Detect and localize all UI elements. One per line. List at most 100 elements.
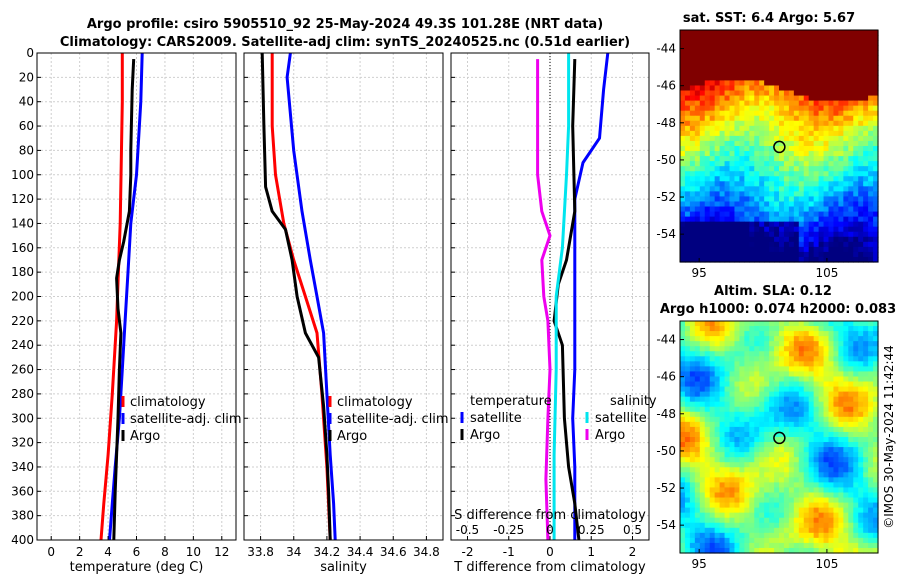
- heatmap-cell: [709, 376, 716, 383]
- heatmap-cell: [739, 331, 745, 337]
- heatmap-cell: [754, 477, 760, 483]
- heatmap-cell: [823, 482, 830, 489]
- heatmap-cell: [783, 166, 790, 172]
- heatmap-cell: [689, 95, 696, 102]
- heatmap-cell: [868, 507, 874, 514]
- heatmap-cell: [769, 502, 775, 509]
- heatmap-cell: [803, 90, 810, 97]
- heatmap-cell: [818, 146, 825, 152]
- heatmap-cell: [779, 462, 785, 468]
- heatmap-cell: [813, 80, 820, 87]
- heatmap-cell: [680, 512, 686, 519]
- heatmap-cell: [749, 366, 755, 373]
- heatmap-cell: [793, 166, 800, 172]
- heatmap-cell: [689, 431, 696, 438]
- heatmap-cell: [788, 75, 795, 82]
- heatmap-cell: [793, 497, 800, 504]
- heatmap-cell: [769, 231, 775, 238]
- heatmap-cell: [699, 386, 706, 393]
- heatmap-cell: [833, 186, 839, 192]
- heatmap-cell: [848, 221, 854, 228]
- heatmap-cell: [818, 331, 825, 337]
- heatmap-cell: [754, 371, 760, 378]
- heatmap-cell: [724, 532, 731, 539]
- heatmap-cell: [813, 85, 820, 92]
- heatmap-cell: [749, 100, 755, 107]
- heatmap-cell: [749, 462, 755, 468]
- heatmap-cell: [808, 206, 815, 213]
- heatmap-cell: [823, 381, 830, 388]
- heatmap-cell: [714, 125, 721, 132]
- heatmap-cell: [813, 216, 820, 223]
- heatmap-cell: [684, 522, 691, 529]
- series-line-satellite-adj-clim: [285, 52, 337, 541]
- heatmap-cell: [744, 507, 750, 514]
- heatmap-cell: [749, 115, 755, 122]
- heatmap-cell: [744, 246, 750, 253]
- heatmap-cell: [749, 487, 755, 494]
- y-tick-label: 280: [11, 387, 34, 401]
- heatmap-cell: [858, 457, 864, 463]
- heatmap-cell: [858, 50, 864, 56]
- heatmap-cell: [863, 396, 869, 403]
- heatmap-cell: [833, 130, 839, 137]
- heatmap-cell: [873, 231, 879, 238]
- heatmap-cell: [744, 120, 750, 127]
- heatmap-cell: [769, 45, 775, 51]
- heatmap-cell: [818, 256, 825, 263]
- heatmap-cell: [704, 386, 711, 393]
- heatmap-cell: [689, 226, 696, 233]
- heatmap-cell: [699, 211, 706, 218]
- heatmap-cell: [759, 65, 765, 71]
- heatmap-cell: [719, 65, 726, 71]
- heatmap-cell: [798, 156, 805, 162]
- heatmap-cell: [734, 431, 740, 438]
- heatmap-cell: [853, 522, 859, 529]
- heatmap-cell: [764, 130, 770, 137]
- heatmap-cell: [788, 115, 795, 122]
- heatmap-cell: [709, 421, 716, 428]
- heatmap-cell: [788, 472, 795, 478]
- heatmap-cell: [843, 125, 849, 132]
- heatmap-cell: [704, 477, 711, 483]
- heatmap-cell: [828, 120, 835, 127]
- heatmap-cell: [858, 226, 864, 233]
- y-tick-label: 200: [11, 290, 34, 304]
- heatmap-cell: [729, 40, 736, 46]
- heatmap-cell: [803, 336, 810, 342]
- heatmap-cell: [764, 65, 770, 71]
- heatmap-cell: [729, 406, 736, 413]
- heatmap-cell: [769, 201, 775, 208]
- heatmap-cell: [843, 30, 849, 36]
- heatmap-cell: [699, 522, 706, 529]
- heatmap-cell: [699, 497, 706, 504]
- heatmap-cell: [793, 477, 800, 483]
- heatmap-cell: [798, 346, 805, 352]
- heatmap-cell: [813, 522, 820, 529]
- heatmap-cell: [680, 176, 686, 182]
- heatmap-cell: [729, 386, 736, 393]
- heatmap-cell: [838, 45, 844, 51]
- heatmap-cell: [833, 236, 839, 243]
- heatmap-cell: [764, 191, 770, 198]
- heatmap-cell: [823, 416, 830, 423]
- heatmap-cell: [863, 60, 869, 66]
- heatmap-cell: [689, 221, 696, 228]
- heatmap-cell: [808, 537, 815, 544]
- heatmap-cell: [774, 507, 780, 514]
- y-tick-label: -50: [656, 444, 676, 458]
- heatmap-cell: [828, 211, 835, 218]
- heatmap-cell: [744, 487, 750, 494]
- heatmap-cell: [680, 477, 686, 483]
- heatmap-cell: [754, 45, 760, 51]
- heatmap-cell: [848, 547, 854, 554]
- heatmap-cell: [873, 487, 879, 494]
- heatmap-cell: [769, 60, 775, 66]
- heatmap-cell: [833, 80, 839, 87]
- heatmap-cell: [734, 351, 740, 357]
- heatmap-cell: [704, 502, 711, 509]
- heatmap-cell: [729, 502, 736, 509]
- heatmap-cell: [724, 80, 731, 87]
- heatmap-cell: [828, 376, 835, 383]
- heatmap-cell: [749, 326, 755, 332]
